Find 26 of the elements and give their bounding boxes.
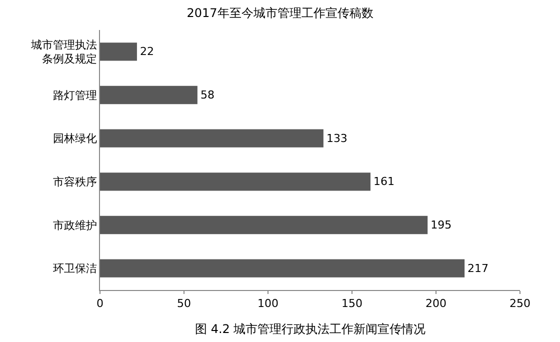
x-tick-label: 150 — [342, 297, 362, 310]
y-tick-label: 环卫保洁 — [52, 262, 97, 276]
data-label: 161 — [373, 175, 394, 188]
bar — [100, 216, 428, 234]
x-tick-label: 100 — [258, 297, 278, 310]
y-tick-label: 市政维护 — [52, 218, 97, 232]
data-label: 133 — [326, 132, 348, 145]
data-label: 217 — [468, 262, 489, 275]
x-tick-label: 50 — [177, 297, 191, 310]
bar — [100, 172, 370, 191]
caption: 图 4.2 城市管理行政执法工作新闻宣传情况 — [195, 322, 426, 336]
data-label: 195 — [430, 218, 452, 232]
bar — [100, 259, 465, 278]
data-label: 22 — [140, 45, 154, 58]
bar — [100, 42, 137, 61]
x-tick-label: 200 — [426, 297, 446, 310]
y-tick-label: 城市管理执法条例及规定 — [30, 38, 97, 66]
y-tick-label: 园林绿化 — [52, 132, 97, 146]
bar — [100, 86, 198, 104]
y-tick-label: 市容秩序 — [52, 176, 97, 189]
y-tick-label: 路灯管理 — [52, 88, 97, 102]
x-tick-label: 0 — [96, 297, 104, 310]
x-tick-label: 250 — [510, 297, 530, 310]
data-label: 58 — [200, 88, 214, 102]
bar — [100, 129, 324, 148]
chart-title: 2017年至今城市管理工作宣传稿数 — [186, 6, 374, 20]
